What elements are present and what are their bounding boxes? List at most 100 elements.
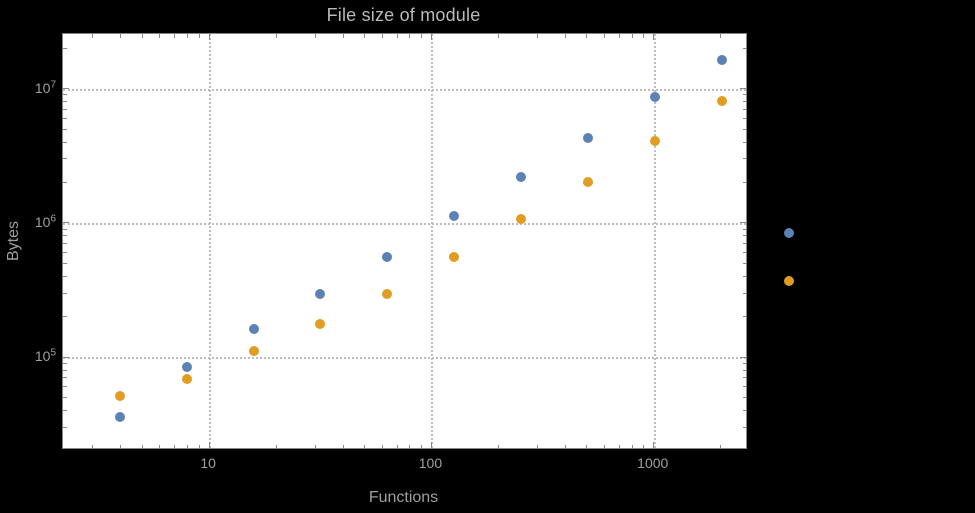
data-point-series-blue — [114, 412, 125, 423]
y-minor-tick — [63, 128, 67, 130]
y-tick-label: 107 — [34, 79, 56, 96]
x-minor-tick — [631, 444, 633, 448]
x-minor-tick — [314, 444, 316, 448]
x-minor-tick — [120, 444, 122, 448]
y-minor-tick — [63, 109, 67, 111]
y-minor-tick — [742, 109, 746, 111]
x-minor-tick — [720, 34, 722, 38]
y-minor-tick — [742, 118, 746, 120]
x-minor-tick — [141, 444, 143, 448]
x-minor-tick — [159, 34, 161, 38]
x-major-tick — [208, 442, 210, 448]
data-point-series-orange — [114, 391, 125, 402]
y-minor-tick — [742, 47, 746, 49]
x-minor-tick — [92, 34, 94, 38]
data-point-series-blue — [516, 172, 527, 183]
data-point-series-blue — [650, 92, 661, 103]
y-minor-tick — [742, 262, 746, 264]
data-point-series-blue — [181, 361, 192, 372]
x-minor-tick — [420, 34, 422, 38]
y-minor-tick — [742, 101, 746, 103]
y-minor-tick — [63, 409, 67, 411]
y-tick-label: 106 — [34, 213, 56, 230]
data-point-series-orange — [583, 176, 594, 187]
y-minor-tick — [742, 158, 746, 160]
x-minor-tick — [631, 34, 633, 38]
y-minor-tick — [742, 243, 746, 245]
x-minor-tick — [187, 444, 189, 448]
y-minor-tick — [63, 316, 67, 318]
x-minor-tick — [198, 444, 200, 448]
data-point-series-blue — [449, 211, 460, 222]
x-tick-label: 10 — [200, 455, 216, 471]
y-minor-tick — [63, 275, 67, 277]
x-minor-tick — [603, 34, 605, 38]
data-point-series-orange — [315, 319, 326, 330]
data-point-series-orange — [382, 289, 393, 300]
y-minor-tick — [63, 243, 67, 245]
chart-title: File size of module — [326, 5, 481, 25]
x-minor-tick — [586, 34, 588, 38]
x-major-tick — [208, 34, 210, 40]
y-major-tick — [740, 88, 746, 90]
y-minor-tick — [63, 94, 67, 96]
x-minor-tick — [198, 34, 200, 38]
x-minor-tick — [342, 34, 344, 38]
x-minor-tick — [187, 34, 189, 38]
y-minor-tick — [742, 94, 746, 96]
y-tick-label: 105 — [34, 347, 56, 365]
y-major-tick — [740, 222, 746, 224]
data-point-series-orange — [783, 276, 794, 287]
y-minor-tick — [63, 377, 67, 379]
data-point-series-orange — [716, 95, 727, 106]
y-minor-tick — [63, 158, 67, 160]
x-minor-tick — [643, 444, 645, 448]
y-minor-tick — [742, 235, 746, 237]
x-minor-tick — [497, 444, 499, 448]
y-major-tick — [63, 222, 69, 224]
x-gridline — [431, 34, 434, 448]
x-minor-tick — [174, 34, 176, 38]
data-point-series-orange — [181, 373, 192, 384]
y-minor-tick — [63, 386, 67, 388]
x-minor-tick — [537, 34, 539, 38]
plot-area — [62, 33, 747, 449]
x-tick-label: 1000 — [637, 455, 669, 471]
y-major-tick — [740, 356, 746, 358]
data-point-series-blue — [716, 55, 727, 66]
data-point-series-orange — [650, 136, 661, 147]
x-minor-tick — [159, 444, 161, 448]
x-minor-tick — [92, 444, 94, 448]
y-minor-tick — [742, 182, 746, 184]
x-minor-tick — [497, 34, 499, 38]
x-minor-tick — [174, 444, 176, 448]
x-minor-tick — [275, 34, 277, 38]
y-major-tick — [63, 88, 69, 90]
y-gridline — [63, 357, 746, 360]
y-minor-tick — [742, 228, 746, 230]
data-point-series-blue — [583, 133, 594, 144]
data-point-series-orange — [449, 252, 460, 263]
x-minor-tick — [537, 444, 539, 448]
y-minor-tick — [742, 369, 746, 371]
y-minor-tick — [742, 377, 746, 379]
x-minor-tick — [275, 444, 277, 448]
x-gridline — [209, 34, 212, 448]
data-point-series-blue — [783, 228, 794, 239]
x-axis-label: Functions — [368, 489, 439, 506]
x-tick-label: 100 — [418, 455, 443, 471]
x-major-tick — [430, 34, 432, 40]
data-point-series-orange — [516, 213, 527, 224]
y-minor-tick — [742, 141, 746, 143]
x-minor-tick — [409, 444, 411, 448]
y-minor-tick — [742, 292, 746, 294]
x-gridline — [653, 34, 656, 448]
y-minor-tick — [742, 128, 746, 130]
x-minor-tick — [618, 34, 620, 38]
x-minor-tick — [720, 444, 722, 448]
x-minor-tick — [396, 444, 398, 448]
x-minor-tick — [564, 34, 566, 38]
x-minor-tick — [643, 34, 645, 38]
data-point-series-blue — [248, 324, 259, 335]
data-point-series-blue — [382, 251, 393, 262]
